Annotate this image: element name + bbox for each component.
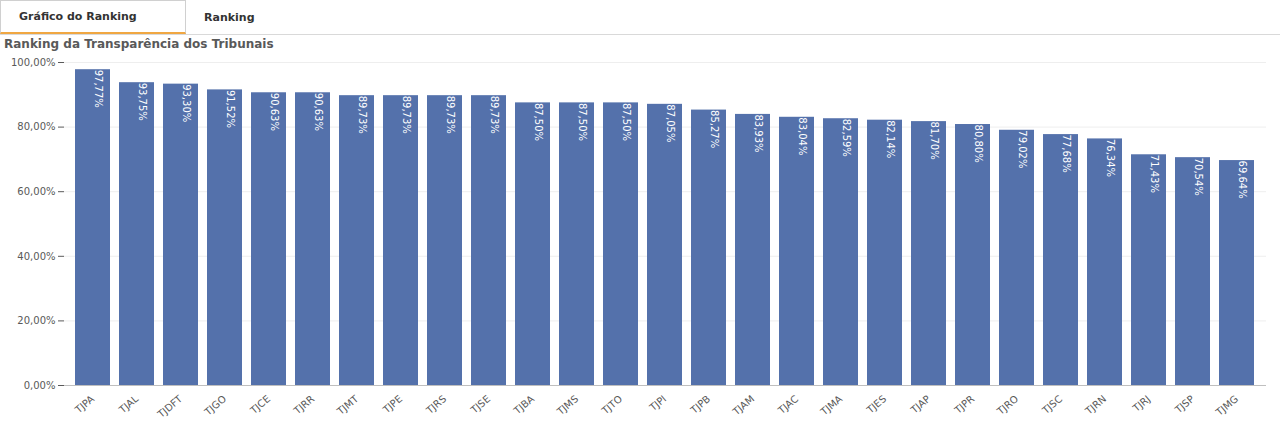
svg-text:89,73%: 89,73% xyxy=(401,96,412,134)
svg-text:90,63%: 90,63% xyxy=(313,93,324,131)
svg-text:80,80%: 80,80% xyxy=(973,125,984,163)
svg-text:79,02%: 79,02% xyxy=(1017,130,1028,168)
svg-text:TJSC: TJSC xyxy=(1039,393,1064,416)
svg-text:TJSP: TJSP xyxy=(1172,393,1196,416)
svg-text:TJRR: TJRR xyxy=(291,393,316,417)
svg-text:TJGO: TJGO xyxy=(202,393,229,418)
svg-text:TJRJ: TJRJ xyxy=(1130,393,1152,414)
svg-text:40,00%: 40,00% xyxy=(17,251,55,262)
svg-text:TJRN: TJRN xyxy=(1083,393,1109,417)
svg-text:TJPI: TJPI xyxy=(647,393,669,414)
svg-text:TJRO: TJRO xyxy=(994,393,1020,417)
svg-text:TJPA: TJPA xyxy=(72,393,96,416)
svg-text:TJMT: TJMT xyxy=(334,393,361,418)
svg-text:89,73%: 89,73% xyxy=(445,96,456,134)
svg-text:91,52%: 91,52% xyxy=(225,90,236,128)
svg-text:TJPR: TJPR xyxy=(952,393,977,416)
svg-text:60,00%: 60,00% xyxy=(17,186,55,197)
svg-text:71,43%: 71,43% xyxy=(1149,155,1160,193)
svg-text:85,27%: 85,27% xyxy=(709,110,720,148)
svg-text:TJMS: TJMS xyxy=(554,393,580,418)
svg-text:TJAL: TJAL xyxy=(116,393,140,416)
svg-text:TJPE: TJPE xyxy=(380,393,404,416)
svg-text:82,14%: 82,14% xyxy=(885,120,896,158)
svg-text:TJMA: TJMA xyxy=(818,393,845,418)
svg-text:87,05%: 87,05% xyxy=(665,104,676,142)
svg-text:89,73%: 89,73% xyxy=(489,96,500,134)
svg-text:0,00%: 0,00% xyxy=(24,380,56,391)
svg-text:89,73%: 89,73% xyxy=(357,96,368,134)
svg-text:83,04%: 83,04% xyxy=(797,117,808,155)
svg-text:TJBA: TJBA xyxy=(511,393,536,417)
html-text:Ranking da Transparência dos T: Ranking da Transparência dos Tribunais xyxy=(4,37,274,51)
svg-text:97,77%: 97,77% xyxy=(93,70,104,108)
svg-text:TJSE: TJSE xyxy=(468,393,492,416)
svg-text:69,64%: 69,64% xyxy=(1237,161,1248,199)
svg-text:TJPB: TJPB xyxy=(688,393,713,416)
svg-text:100,00%: 100,00% xyxy=(11,57,56,68)
svg-text:80,00%: 80,00% xyxy=(17,121,55,132)
svg-text:TJTO: TJTO xyxy=(599,393,625,417)
svg-text:TJAP: TJAP xyxy=(908,393,933,416)
svg-text:90,63%: 90,63% xyxy=(269,93,280,131)
svg-text:77,68%: 77,68% xyxy=(1061,135,1072,173)
svg-text:87,50%: 87,50% xyxy=(533,103,544,141)
svg-text:93,75%: 93,75% xyxy=(137,83,148,121)
html-text:Gráfico do Ranking: Gráfico do Ranking xyxy=(19,10,137,23)
svg-text:TJAM: TJAM xyxy=(730,393,756,418)
svg-text:TJAC: TJAC xyxy=(775,393,800,417)
svg-text:82,59%: 82,59% xyxy=(841,119,852,157)
svg-text:TJES: TJES xyxy=(864,393,888,416)
svg-text:87,50%: 87,50% xyxy=(621,103,632,141)
svg-text:76,34%: 76,34% xyxy=(1105,139,1116,177)
svg-text:TJDFT: TJDFT xyxy=(155,393,185,421)
html-text:Ranking: Ranking xyxy=(204,10,255,24)
svg-text:TJCE: TJCE xyxy=(247,393,272,416)
svg-text:70,54%: 70,54% xyxy=(1193,158,1204,196)
svg-text:20,00%: 20,00% xyxy=(17,315,55,326)
svg-text:93,30%: 93,30% xyxy=(181,84,192,122)
svg-text:87,50%: 87,50% xyxy=(577,103,588,141)
svg-text:83,93%: 83,93% xyxy=(753,114,764,152)
svg-text:81,70%: 81,70% xyxy=(929,122,940,160)
svg-text:TJRS: TJRS xyxy=(423,393,448,416)
svg-text:TJMG: TJMG xyxy=(1213,393,1240,418)
